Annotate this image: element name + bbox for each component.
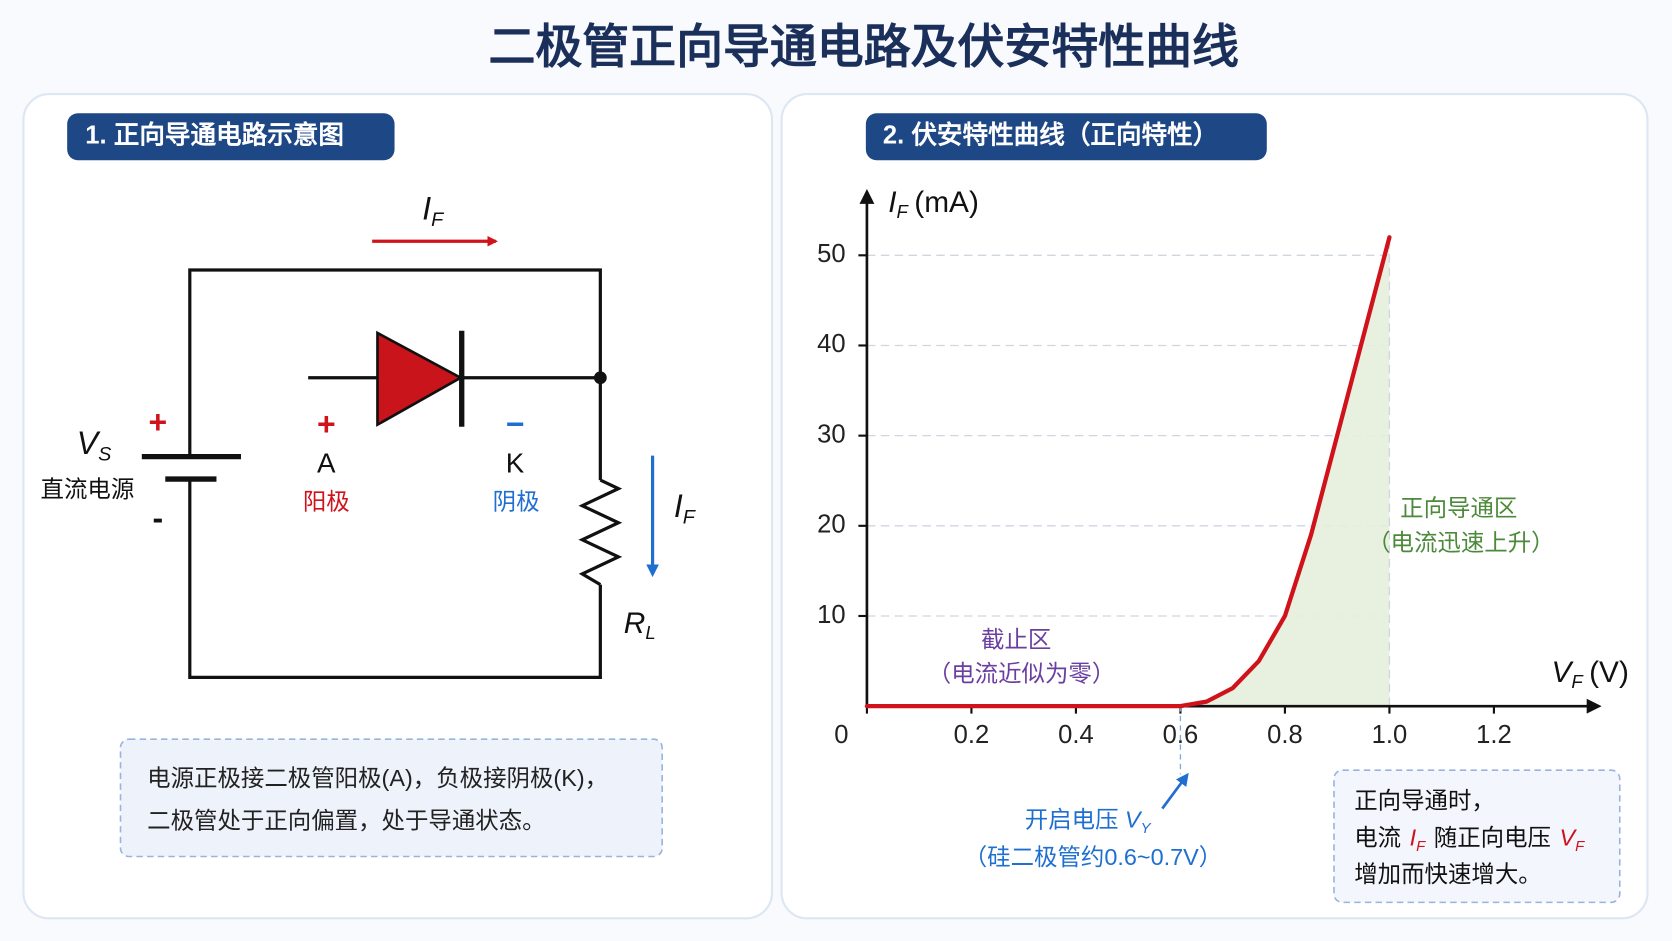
summary-text: 随正向电压: [1434, 825, 1551, 851]
subscript: Y: [1141, 820, 1152, 837]
summary-text: 电流: [1354, 825, 1401, 851]
iv-curve: [864, 235, 1392, 709]
note-line: 二极管处于正向偏置，处于导通状态。: [147, 808, 545, 834]
minus-sign: -: [152, 500, 163, 536]
subscript: S: [98, 444, 112, 466]
subscript: L: [645, 622, 655, 643]
subscript: F: [897, 201, 910, 222]
current-label: IF: [422, 191, 445, 231]
unit: (V): [1589, 656, 1629, 689]
cathode-letter: K: [506, 447, 525, 478]
anode-letter: A: [317, 447, 336, 478]
junction: [593, 371, 607, 385]
x-tick-label: 0.2: [954, 721, 990, 749]
unit: (mA): [914, 186, 979, 219]
anode-name: 阳极: [303, 489, 350, 515]
annotation: （电流近似为零）: [928, 660, 1116, 686]
y-tick-label: 10: [817, 601, 845, 629]
annotation: 开启电压 VY: [1025, 807, 1152, 837]
x-tick-label: 0.4: [1058, 721, 1094, 749]
annotation: 截止区: [981, 626, 1051, 652]
subscript: F: [1571, 671, 1584, 692]
x-tick-label: 0: [834, 721, 848, 749]
note-line: 电源正极接二极管阳极(A)，负极接阴极(K)，: [147, 765, 608, 791]
symbol: I: [1410, 825, 1417, 851]
diode: [376, 330, 464, 427]
current-label: IF: [674, 488, 697, 528]
symbol: R: [624, 607, 646, 640]
symbol: I: [674, 488, 683, 524]
resistor-label: RL: [624, 607, 656, 643]
source-label: VS: [77, 425, 112, 465]
subscript: F: [1416, 838, 1426, 855]
annotation: 正向导通区: [1400, 495, 1517, 521]
symbol: I: [888, 186, 896, 219]
source-name: 直流电源: [41, 476, 135, 502]
heading-pill: [67, 113, 395, 161]
plus-sign: +: [148, 404, 167, 440]
summary-line: 电流 IF 随正向电压 VF: [1354, 825, 1585, 855]
cathode-name: 阴极: [493, 489, 540, 515]
x-axis-label: VF (V): [1552, 656, 1629, 692]
annotation-text: 开启电压: [1025, 807, 1119, 833]
summary-box: [1333, 769, 1621, 904]
cathode-sign: −: [506, 406, 525, 442]
anode-sign: +: [317, 406, 336, 442]
right-panel: [780, 93, 1649, 920]
summary-line: 正向导通时，: [1354, 787, 1495, 813]
annotation: （电流迅速上升）: [1367, 529, 1555, 555]
annotation: （硅二极管约0.6~0.7V）: [964, 844, 1223, 870]
symbol: V: [1125, 807, 1143, 833]
heading-pill: [865, 113, 1267, 161]
x-tick-label: 0.8: [1267, 721, 1303, 749]
resistor: [578, 478, 623, 586]
panel-heading: 2. 伏安特性曲线（正向特性）: [883, 120, 1218, 150]
subscript: F: [1575, 838, 1585, 855]
summary-line: 增加而快速增大。: [1354, 861, 1541, 887]
symbol: V: [1560, 825, 1578, 851]
threshold-arrow: [1161, 772, 1189, 810]
panel-heading: 1. 正向导通电路示意图: [85, 120, 344, 150]
left-panel: [22, 93, 774, 920]
y-axis-label: IF (mA): [888, 186, 979, 222]
symbol: I: [422, 191, 431, 227]
x-tick-label: 1.0: [1372, 721, 1408, 749]
y-tick-label: 30: [817, 420, 845, 448]
note-box: [119, 738, 663, 858]
circuit: + - 直流电源 + A 阳极 − K 阴极: [41, 235, 659, 679]
symbol: V: [77, 425, 101, 461]
x-tick-label: 1.2: [1476, 721, 1512, 749]
page-title: 二极管正向导通电路及伏安特性曲线: [488, 21, 1239, 73]
subscript: F: [683, 507, 697, 529]
conduction-area: [1180, 237, 1390, 707]
y-tick-label: 50: [817, 240, 845, 268]
y-tick-label: 20: [817, 511, 845, 539]
symbol: V: [1552, 656, 1575, 689]
subscript: F: [431, 209, 445, 231]
y-tick-label: 40: [817, 330, 845, 358]
